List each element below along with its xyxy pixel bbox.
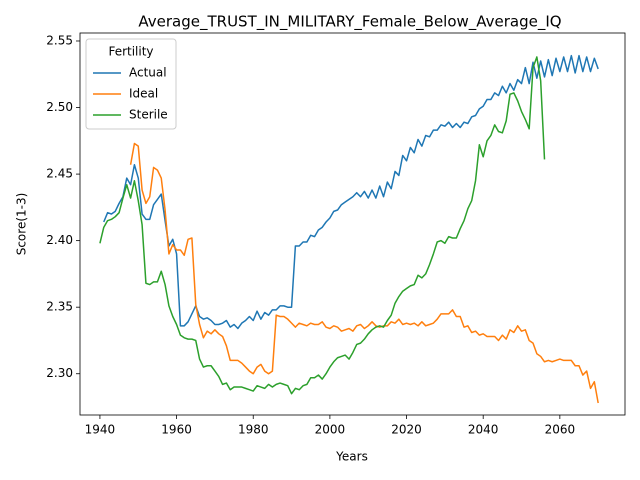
y-tick-label: 2.40 <box>46 233 73 247</box>
legend: Fertility Actual Ideal Sterile <box>85 38 177 130</box>
legend-label: Sterile <box>129 108 168 122</box>
y-axis-label: Score(1-3) <box>15 193 29 256</box>
x-tick-label: 1940 <box>85 423 116 437</box>
x-tick-label: 2040 <box>468 423 499 437</box>
y-tick-label: 2.35 <box>46 300 73 314</box>
y-tick-label: 2.45 <box>46 167 73 181</box>
x-tick-label: 2020 <box>391 423 422 437</box>
x-tick-label: 2000 <box>315 423 346 437</box>
legend-label: Actual <box>129 66 167 80</box>
legend-label: Ideal <box>129 87 158 101</box>
data-line <box>129 142 599 404</box>
y-tick-label: 2.55 <box>46 33 73 47</box>
legend-title: Fertility <box>108 45 153 59</box>
y-tick-label: 2.50 <box>46 100 73 114</box>
y-tick-label: 2.30 <box>46 366 73 380</box>
plot-frame <box>79 32 626 416</box>
legend-box <box>85 38 177 130</box>
x-axis-label: Years <box>335 450 368 464</box>
x-tick-label: 2060 <box>545 423 576 437</box>
data-line <box>103 54 599 330</box>
x-tick-label: 1960 <box>161 423 192 437</box>
data-line <box>99 56 546 395</box>
chart-title: Average_TRUST_IN_MILITARY_Female_Below_A… <box>138 13 561 32</box>
x-tick-label: 1980 <box>238 423 269 437</box>
